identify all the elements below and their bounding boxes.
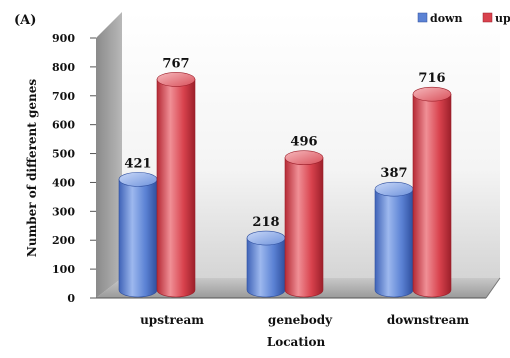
legend: down up (417, 12, 510, 25)
bar-down-downstream (374, 181, 414, 298)
y-axis-ticks: 0 100 200 300 400 500 600 700 800 900 (52, 32, 96, 305)
bar-top (156, 72, 196, 87)
x-tick-label: genebody (268, 313, 333, 327)
data-labels: 421 767 218 496 387 716 (124, 56, 445, 230)
data-label: 716 (418, 71, 445, 86)
y-tick-label: 700 (52, 90, 75, 103)
y-axis-label: Number of different genes (25, 79, 39, 257)
x-axis-ticks: upstream genebody downstream (140, 313, 469, 327)
bar-up-downstream (412, 86, 452, 298)
bar-body (412, 93, 452, 298)
y-tick-label: 500 (52, 148, 75, 161)
x-axis-label: Location (267, 335, 326, 349)
legend-label-down: down (430, 12, 463, 25)
data-label: 767 (162, 56, 189, 71)
x-tick-label: upstream (140, 313, 204, 327)
legend-swatch-up (482, 12, 493, 23)
bar-body (156, 79, 196, 298)
bars (118, 72, 452, 298)
y-tick-label: 0 (67, 292, 75, 305)
panel-label: (A) (14, 13, 36, 28)
data-label: 496 (290, 135, 317, 150)
bar-top (412, 86, 452, 102)
bar-body (374, 188, 414, 298)
bar-top (118, 172, 158, 187)
legend-label-up: up (495, 12, 510, 25)
legend-item-down: down (417, 12, 463, 25)
y-tick-label: 600 (52, 119, 75, 132)
bar-down-genebody (246, 230, 286, 298)
data-label: 421 (124, 156, 151, 171)
floor-edge (485, 277, 501, 299)
data-label: 387 (380, 166, 407, 181)
bar-top (246, 230, 286, 246)
y-tick-label: 100 (52, 263, 75, 276)
bar-body (118, 179, 158, 298)
bar-down-upstream (118, 172, 158, 298)
legend-swatch-down (417, 12, 428, 23)
x-tick-label: downstream (387, 313, 469, 327)
bar-up-upstream (156, 72, 196, 298)
data-label: 218 (252, 215, 279, 230)
side-wall (96, 12, 122, 298)
bar-up-genebody (284, 150, 324, 298)
y-tick-label: 900 (52, 32, 75, 45)
y-tick-label: 400 (52, 176, 75, 189)
bar-top (374, 181, 414, 197)
y-tick-label: 300 (52, 205, 75, 218)
bar-body (246, 237, 286, 298)
y-tick-label: 200 (52, 234, 75, 247)
legend-item-up: up (482, 12, 510, 25)
bar-top (284, 150, 324, 166)
bar-body (284, 157, 324, 298)
y-tick-label: 800 (52, 61, 75, 74)
